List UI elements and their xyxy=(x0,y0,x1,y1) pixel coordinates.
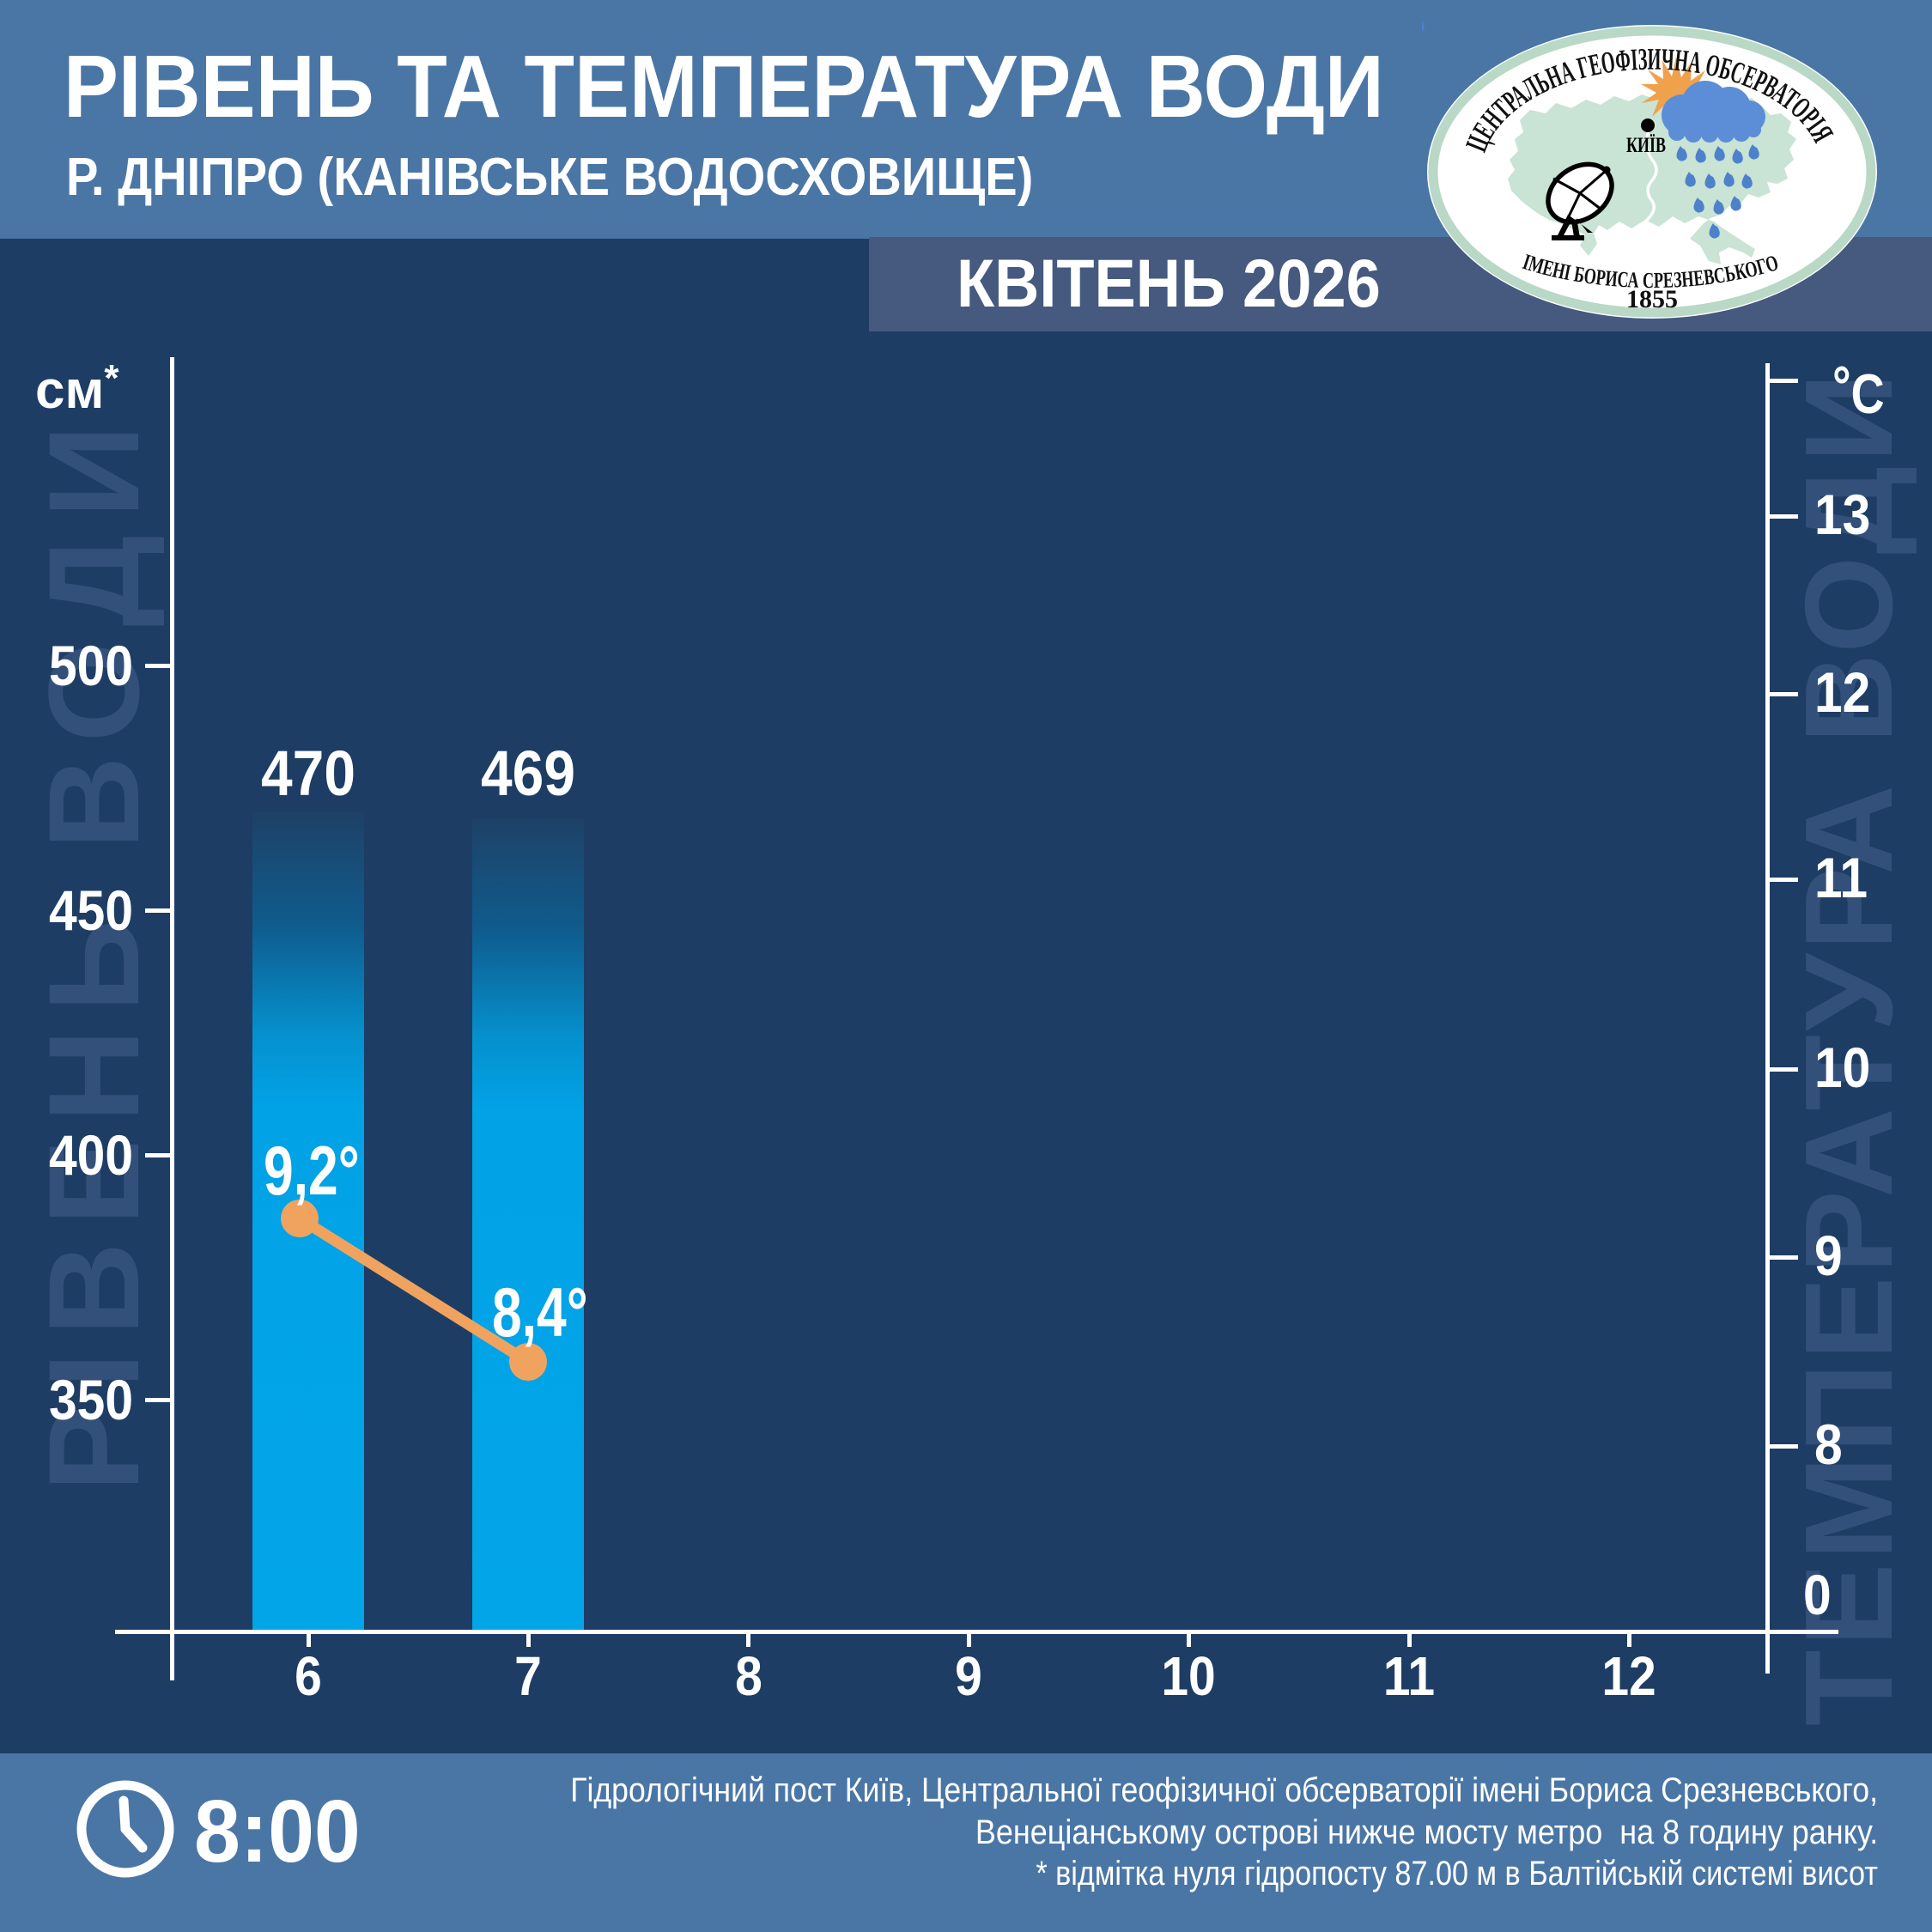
svg-text:1855: 1855 xyxy=(1626,285,1678,313)
svg-text:КИЇВ: КИЇВ xyxy=(1626,134,1666,157)
